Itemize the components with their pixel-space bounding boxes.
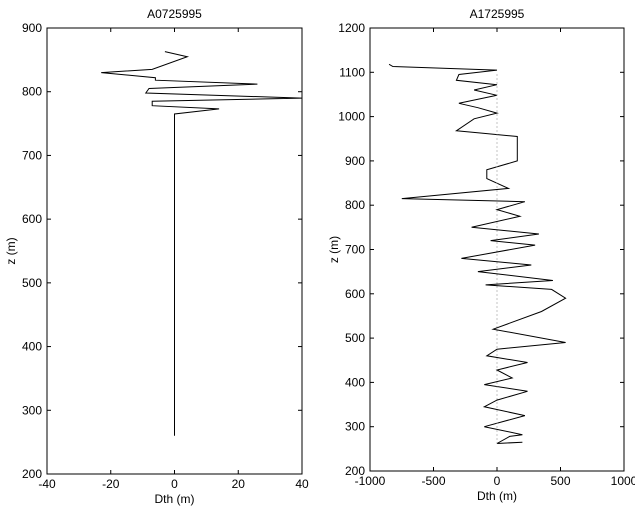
chart-panel-a0725995: -40 -20 0 20 40 200 300 400 500 600 700 800 900 A0725… bbox=[4, 7, 309, 506]
chart1-series-line-0 bbox=[101, 51, 303, 436]
chart1-y-axis-label: z (m) bbox=[4, 237, 18, 264]
chart2-title: A1725995 bbox=[470, 7, 525, 21]
chart1-y-tick-label: 300 bbox=[22, 403, 42, 417]
chart2-x-axis-label: Dth (m) bbox=[477, 489, 517, 503]
chart1-x-tick-label: -20 bbox=[102, 477, 120, 491]
chart2-y-tick-label: 800 bbox=[345, 198, 365, 212]
chart2-y-tick-label: 700 bbox=[345, 243, 365, 257]
chart2-y-tick-label: 600 bbox=[345, 287, 365, 301]
chart2-y-tick-label: 900 bbox=[345, 154, 365, 168]
chart2-y-tick-label: 1200 bbox=[338, 21, 365, 35]
chart-panel-a1725995: -1000 -500 0 500 1000 200 300 400 500 600 700 800 90… bbox=[327, 7, 635, 503]
chart2-series-line-0 bbox=[388, 63, 567, 444]
chart1-y-tick-label: 600 bbox=[22, 212, 42, 226]
chart1-x-tick-label: -40 bbox=[38, 477, 56, 491]
chart2-y-tick-label: 300 bbox=[345, 420, 365, 434]
chart1-x-tick-label: 20 bbox=[232, 477, 246, 491]
chart1-x-tick-label: 0 bbox=[171, 477, 178, 491]
chart1-x-axis-label: Dth (m) bbox=[155, 492, 195, 506]
chart1-x-tick-label: 40 bbox=[295, 477, 309, 491]
chart2-y-axis-label: z (m) bbox=[327, 236, 341, 263]
chart2-y-tick-label: 500 bbox=[345, 331, 365, 345]
chart1-y-tick-label: 700 bbox=[22, 148, 42, 162]
chart1-title: A0725995 bbox=[147, 7, 202, 21]
chart2-x-tick-label: -500 bbox=[421, 474, 445, 488]
chart2-x-tick-label: 500 bbox=[550, 474, 570, 488]
chart1-y-tick-label: 800 bbox=[22, 85, 42, 99]
chart2-y-tick-label: 200 bbox=[345, 464, 365, 478]
chart1-y-tick-label: 900 bbox=[22, 21, 42, 35]
chart2-plot-frame bbox=[369, 27, 625, 472]
chart2-y-tick-label: 1000 bbox=[338, 110, 365, 124]
chart1-y-tick-label: 500 bbox=[22, 276, 42, 290]
chart2-y-tick-label: 400 bbox=[345, 375, 365, 389]
chart2-x-tick-label: -1000 bbox=[355, 474, 386, 488]
chart1-y-tick-label: 400 bbox=[22, 340, 42, 354]
chart1-y-tick-label: 200 bbox=[22, 467, 42, 481]
chart2-x-tick-label: 0 bbox=[494, 474, 501, 488]
chart2-y-tick-label: 1100 bbox=[339, 65, 365, 79]
chart2-x-tick-label: 1000 bbox=[611, 474, 635, 488]
